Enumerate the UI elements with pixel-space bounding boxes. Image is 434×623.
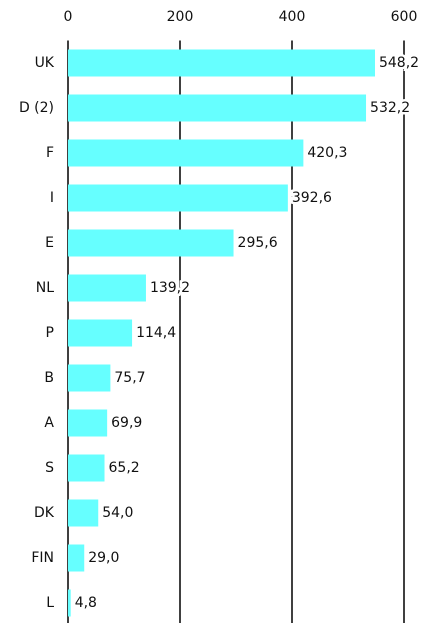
value-label: 392,6: [292, 190, 332, 206]
y-tick-label: D (2): [19, 100, 54, 116]
bar: [68, 184, 288, 212]
value-label: 139,2: [150, 280, 190, 296]
value-label: 420,3: [307, 145, 347, 161]
y-tick-label: NL: [36, 280, 54, 296]
y-tick-label: S: [45, 460, 54, 476]
x-tick-label: 200: [167, 9, 194, 25]
bar: [68, 364, 111, 392]
bar: [68, 139, 304, 167]
y-tick-label: FIN: [31, 550, 54, 566]
y-tick-label: A: [44, 415, 54, 431]
bar: [68, 589, 71, 617]
x-tick-label: 0: [64, 9, 73, 25]
bar: [68, 94, 367, 122]
value-label: 54,0: [102, 505, 133, 521]
bar: [68, 409, 108, 437]
y-tick-label: UK: [35, 55, 55, 71]
value-label: 4,8: [75, 595, 97, 611]
x-tick-label: 600: [391, 9, 418, 25]
y-tick-label: DK: [34, 505, 55, 521]
value-label: 69,9: [111, 415, 142, 431]
bar: [68, 454, 105, 482]
value-label: 65,2: [109, 460, 140, 476]
value-label: 548,2: [379, 55, 419, 71]
y-tick-label: B: [44, 370, 54, 386]
y-tick-label: L: [46, 595, 54, 611]
x-tick-label: 400: [279, 9, 306, 25]
bar: [68, 499, 99, 527]
value-label: 114,4: [136, 325, 176, 341]
value-label: 532,2: [370, 100, 410, 116]
value-label: 295,6: [238, 235, 278, 251]
bar: [68, 229, 234, 257]
y-tick-label: P: [46, 325, 54, 341]
bar: [68, 319, 133, 347]
y-tick-label: I: [50, 190, 54, 206]
value-label: 75,7: [114, 370, 145, 386]
bar: [68, 544, 85, 572]
bar: [68, 274, 146, 302]
y-tick-label: E: [45, 235, 54, 251]
bar: [68, 49, 375, 77]
value-label: 29,0: [88, 550, 119, 566]
y-tick-label: F: [46, 145, 54, 161]
